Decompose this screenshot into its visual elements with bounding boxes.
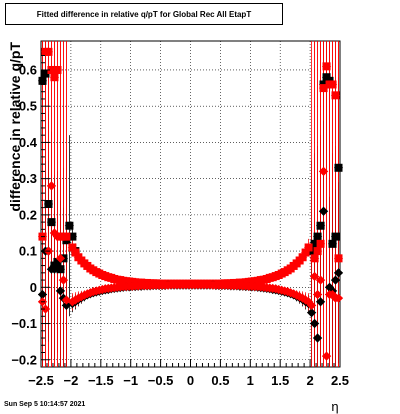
diamond-marker <box>58 293 69 303</box>
square-marker <box>304 243 313 252</box>
diamond-marker <box>40 304 51 314</box>
diamond-marker <box>312 289 323 300</box>
x-axis-label: η <box>331 399 338 414</box>
diamond-marker <box>306 300 317 311</box>
y-tick-label: 0.4 <box>19 135 38 150</box>
x-tick-label: −1 <box>123 373 138 388</box>
diamond-marker <box>49 264 60 274</box>
diamond-marker <box>58 275 69 285</box>
axes: −2.5 −2 −1.5 −1 −0.5 0 0.5 1 1.5 2 2.5 −0.2 −0.1 0 0.1… <box>11 54 349 388</box>
y-tick-label: 0.1 <box>19 244 37 259</box>
diamond-marker <box>321 351 332 361</box>
square-marker <box>47 218 56 227</box>
square-marker <box>310 239 319 248</box>
diamond-marker <box>304 297 314 307</box>
square-marker <box>53 65 62 74</box>
diamond-marker <box>309 271 320 282</box>
square-marker <box>38 76 47 85</box>
square-marker <box>50 73 59 82</box>
x-tick-label: −0.5 <box>148 373 174 388</box>
diamond-marker <box>324 282 335 292</box>
diamond-marker <box>330 275 341 285</box>
square-marker <box>316 239 325 248</box>
x-tick-label: 0 <box>187 373 194 388</box>
data-markers <box>37 47 344 361</box>
diamond-marker <box>315 297 326 307</box>
y-tick-label: 0 <box>30 280 37 295</box>
x-tick-label: −1.5 <box>88 373 114 388</box>
square-marker <box>331 91 340 100</box>
grid-lines <box>41 41 340 367</box>
y-tick-label: −0.1 <box>11 316 37 331</box>
square-marker <box>334 163 343 172</box>
square-marker <box>331 232 340 241</box>
diamond-marker <box>318 206 329 216</box>
square-marker <box>334 254 343 263</box>
square-marker <box>53 257 62 266</box>
square-marker <box>56 265 65 274</box>
square-marker <box>298 253 307 262</box>
diamond-marker <box>333 293 344 303</box>
y-tick-label: 0.6 <box>19 62 37 77</box>
x-tick-label: 1.5 <box>271 373 289 388</box>
y-tick-label: 0.5 <box>19 99 37 114</box>
timestamp: Sun Sep 5 10:14:57 2021 <box>4 401 86 408</box>
diamond-marker <box>315 275 326 285</box>
diamond-marker <box>46 181 57 191</box>
square-marker <box>322 62 331 71</box>
square-marker <box>328 239 337 248</box>
square-marker <box>65 221 74 230</box>
square-marker <box>313 247 322 256</box>
square-marker <box>44 47 53 56</box>
x-tick-label: 2.5 <box>331 373 349 388</box>
diamond-marker <box>309 318 320 329</box>
square-marker <box>319 84 328 93</box>
square-marker <box>68 232 77 241</box>
diamond-marker <box>55 253 66 263</box>
square-marker <box>71 248 80 257</box>
diamond-marker <box>318 166 329 176</box>
x-tick-label: −2 <box>63 373 78 388</box>
x-tick-label: −2.5 <box>28 373 54 388</box>
diamond-marker <box>55 286 66 296</box>
diamond-marker <box>306 308 317 318</box>
square-marker <box>44 200 53 208</box>
diamond-marker <box>52 232 63 242</box>
y-tick-label: 0.2 <box>19 207 37 222</box>
square-marker <box>310 254 319 263</box>
diamond-marker <box>312 333 323 343</box>
square-marker <box>47 65 56 74</box>
x-tick-label: 0.5 <box>211 373 229 388</box>
diamond-marker <box>327 289 338 300</box>
square-marker <box>68 243 77 252</box>
square-marker <box>313 232 322 241</box>
square-marker <box>316 221 325 230</box>
square-marker <box>301 248 310 257</box>
square-marker <box>41 69 50 78</box>
diamond-marker <box>333 268 344 278</box>
y-tick-label: −0.2 <box>11 352 37 367</box>
y-axis-label: difference in relative q/pT <box>7 42 23 212</box>
x-tick-label: 2 <box>306 373 313 388</box>
square-marker <box>328 80 337 89</box>
y-tick-label: 0.3 <box>19 171 37 186</box>
square-marker <box>62 232 71 241</box>
x-tick-label: 1 <box>247 373 254 388</box>
chart-title: Fitted difference in relative q/pT for G… <box>5 3 283 25</box>
